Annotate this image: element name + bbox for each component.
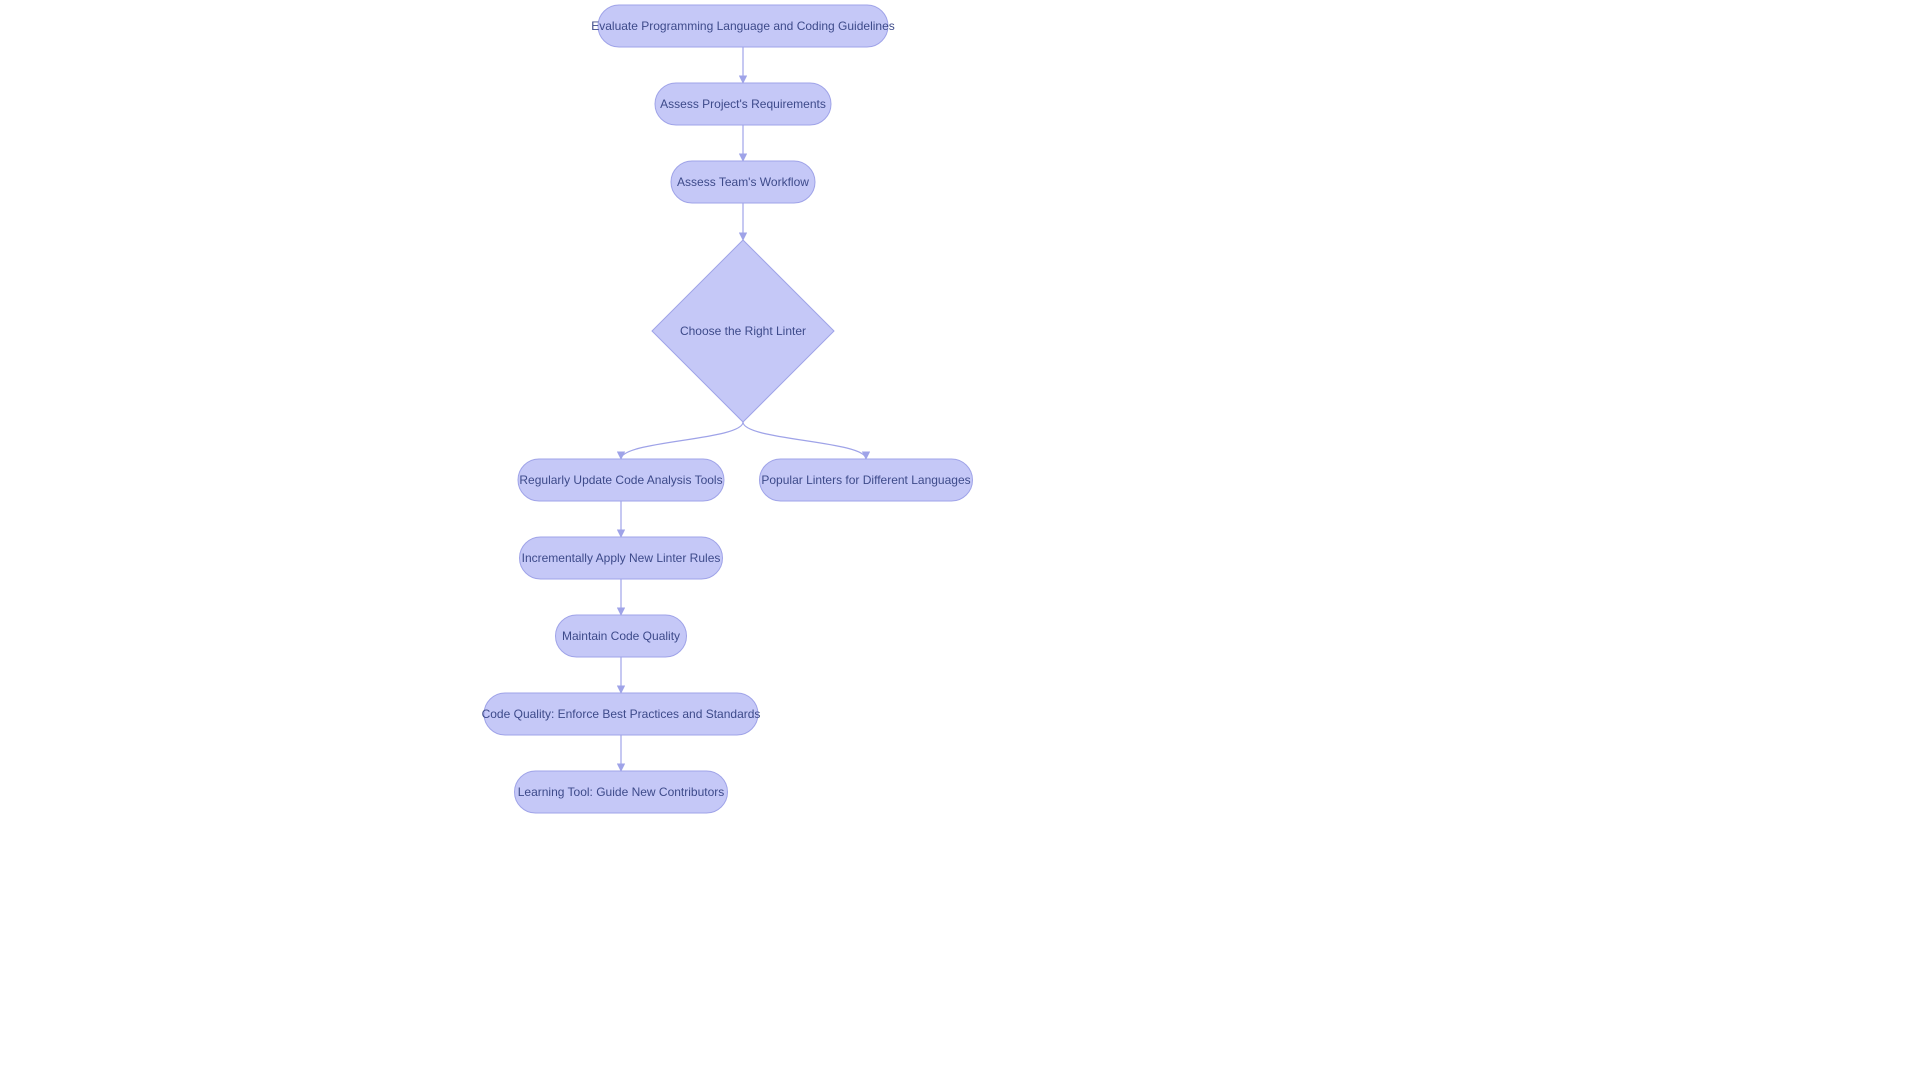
- edge: [743, 422, 866, 459]
- flowchart-node: Choose the Right Linter: [652, 240, 834, 422]
- node-label: Evaluate Programming Language and Coding…: [591, 19, 895, 33]
- node-label: Maintain Code Quality: [562, 629, 680, 643]
- flowchart-node: Incrementally Apply New Linter Rules: [520, 537, 723, 579]
- node-label: Learning Tool: Guide New Contributors: [518, 785, 725, 799]
- node-label: Popular Linters for Different Languages: [761, 473, 970, 487]
- node-label: Assess Project's Requirements: [660, 97, 826, 111]
- node-label: Regularly Update Code Analysis Tools: [519, 473, 722, 487]
- edge: [621, 422, 743, 459]
- flowchart-node: Learning Tool: Guide New Contributors: [515, 771, 728, 813]
- node-label: Incrementally Apply New Linter Rules: [522, 551, 721, 565]
- flowchart-node: Maintain Code Quality: [556, 615, 687, 657]
- flowchart-node: Regularly Update Code Analysis Tools: [518, 459, 724, 501]
- flowchart-node: Assess Project's Requirements: [655, 83, 831, 125]
- flowchart-node: Popular Linters for Different Languages: [760, 459, 973, 501]
- node-label: Choose the Right Linter: [680, 324, 806, 338]
- flowchart-canvas: Evaluate Programming Language and Coding…: [0, 0, 1920, 1080]
- flowchart-node: Assess Team's Workflow: [671, 161, 815, 203]
- node-label: Assess Team's Workflow: [677, 175, 809, 189]
- node-label: Code Quality: Enforce Best Practices and…: [482, 707, 761, 721]
- flowchart-node: Evaluate Programming Language and Coding…: [591, 5, 895, 47]
- nodes-layer: Evaluate Programming Language and Coding…: [482, 5, 973, 813]
- flowchart-node: Code Quality: Enforce Best Practices and…: [482, 693, 761, 735]
